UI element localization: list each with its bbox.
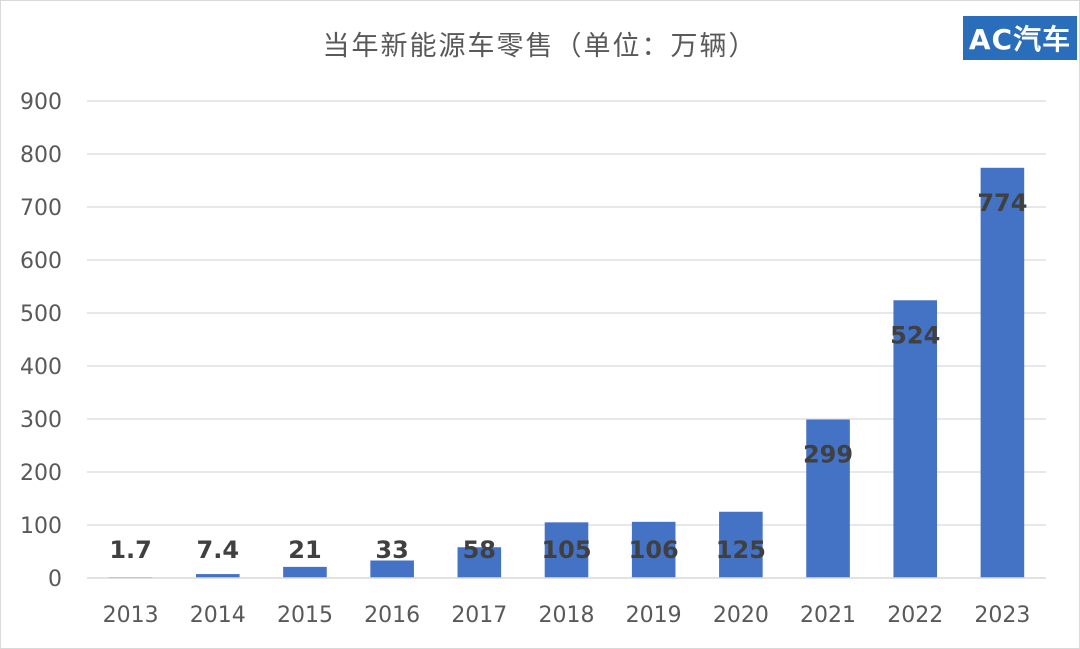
y-axis-tick-labels: 0 100 200 300 400 500 600 700 800 900 [20, 90, 62, 592]
y-tick-label: 800 [20, 143, 62, 168]
x-tick-label: 2014 [190, 603, 246, 628]
bar-2015 [283, 566, 327, 578]
data-label: 58 [463, 536, 496, 564]
x-tick-label: 2018 [539, 603, 595, 628]
x-tick-label: 2013 [103, 603, 159, 628]
bar-2017 [457, 547, 502, 578]
bar-2021 [806, 419, 850, 578]
y-tick-label: 700 [20, 196, 62, 221]
y-tick-label: 100 [20, 514, 62, 539]
y-tick-label: 400 [20, 355, 62, 380]
x-tick-label: 2015 [277, 603, 333, 628]
data-label: 125 [716, 536, 766, 564]
bar-2023 [980, 167, 1025, 578]
x-tick-label: 2022 [887, 603, 943, 628]
bar-2022 [893, 300, 938, 578]
y-tick-label: 200 [20, 461, 62, 486]
x-tick-label: 2016 [364, 603, 420, 628]
y-tick-label: 900 [20, 90, 62, 115]
bar-2018 [544, 522, 589, 578]
data-label: 1.7 [109, 536, 152, 564]
data-label: 524 [890, 321, 940, 349]
x-tick-label: 2019 [626, 603, 682, 628]
data-label: 21 [288, 536, 321, 564]
chart-title: 当年新能源车零售（单位：万辆） [322, 31, 758, 62]
data-label: 33 [375, 536, 408, 564]
brand-logo: AC汽车 [963, 16, 1077, 60]
bar-2019 [631, 521, 676, 578]
data-label: 774 [977, 189, 1027, 217]
x-tick-label: 2017 [451, 603, 507, 628]
y-tick-label: 500 [20, 302, 62, 327]
x-tick-label: 2020 [713, 603, 769, 628]
bar-2020 [719, 511, 763, 578]
data-labels: 1.7 7.4 21 33 58 105 106 125 299 524 774 [109, 189, 1027, 564]
bar-2014 [195, 574, 240, 578]
x-tick-label: 2023 [974, 603, 1030, 628]
data-label: 105 [541, 536, 591, 564]
y-tick-label: 600 [20, 249, 62, 274]
x-tick-label: 2021 [800, 603, 856, 628]
data-label: 7.4 [197, 536, 240, 564]
bar-2016 [370, 560, 414, 578]
y-tick-label: 0 [48, 567, 62, 592]
y-tick-label: 300 [20, 408, 62, 433]
data-label: 106 [629, 536, 679, 564]
bar-series [108, 167, 1025, 578]
brand-logo-text: AC汽车 [968, 23, 1072, 56]
x-axis-tick-labels: 2013 2014 2015 2016 2017 2018 2019 2020 2021 2022… [103, 603, 1031, 628]
data-label: 299 [803, 441, 853, 469]
